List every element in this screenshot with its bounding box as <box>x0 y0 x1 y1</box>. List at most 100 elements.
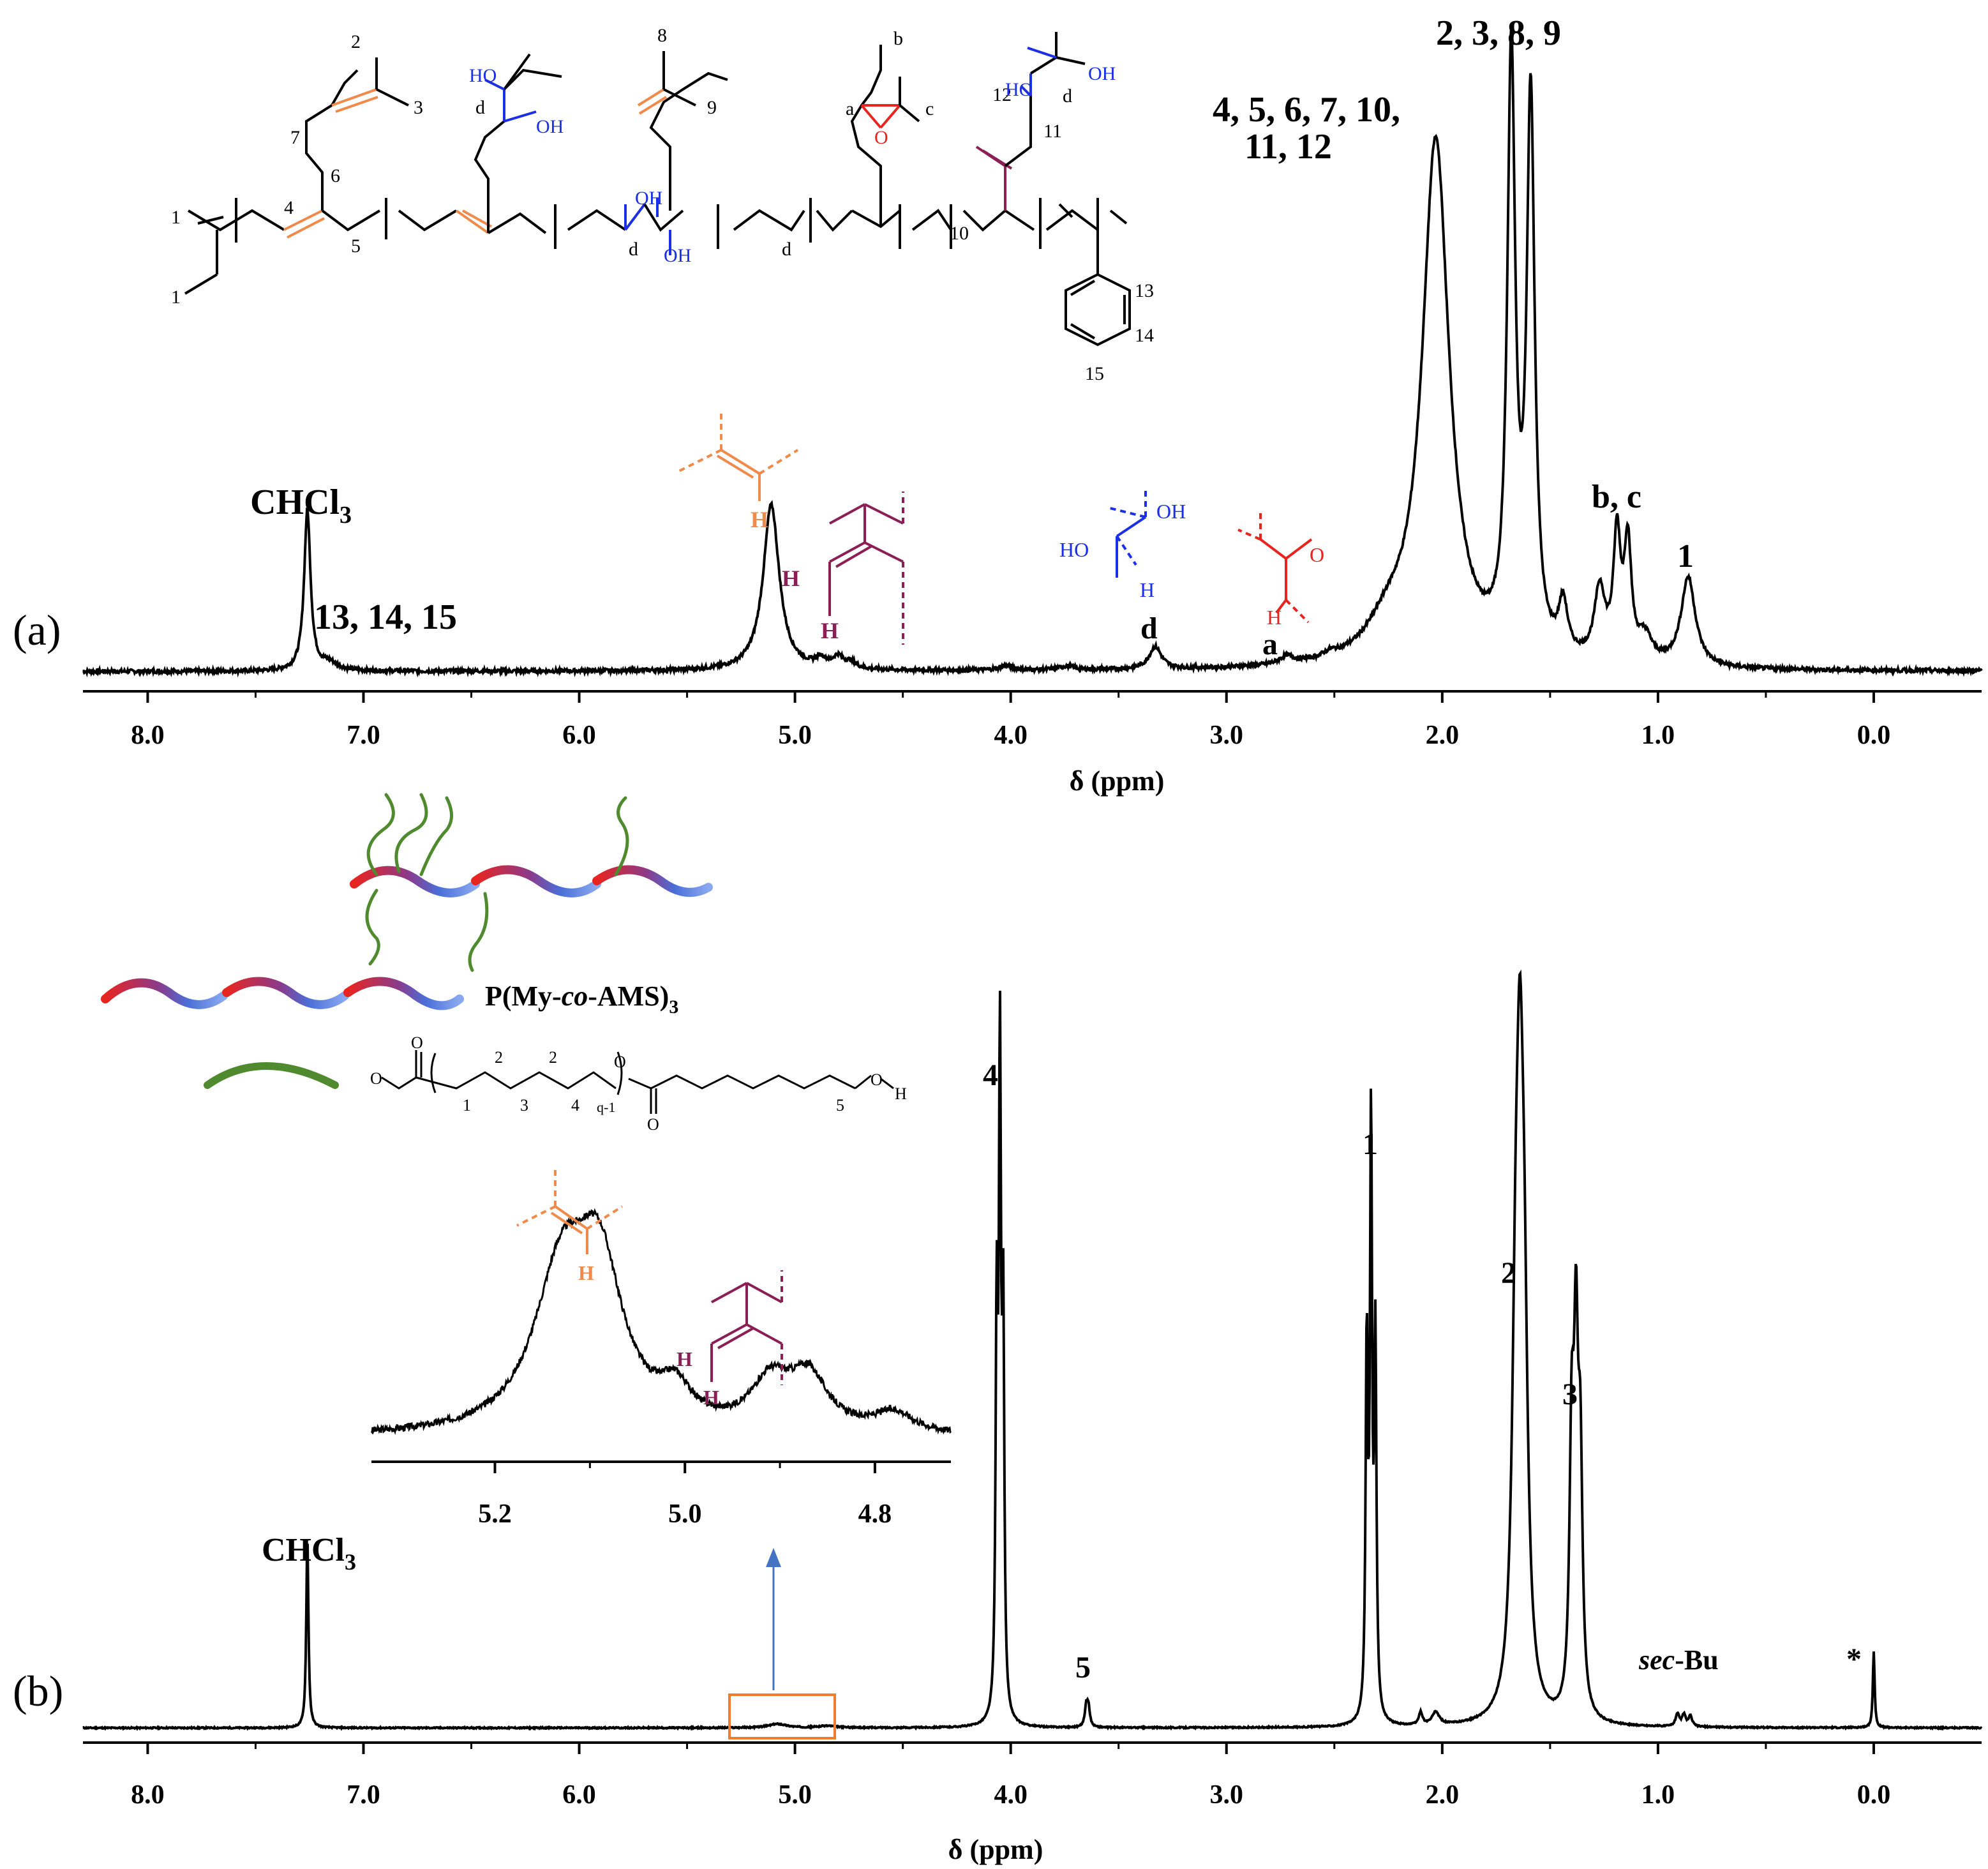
pcl-num-2a: 2 <box>495 1048 503 1067</box>
panel-b-tick-label: 4.0 <box>994 1780 1028 1810</box>
peak-label-star: * <box>1846 1642 1862 1676</box>
atom-label-9: 9 <box>707 97 717 118</box>
star-polymer-cartoon <box>350 793 713 972</box>
peak-label-a: a <box>1262 627 1278 661</box>
panel-a-tick-label: 7.0 <box>347 721 380 750</box>
pcl-o-5: O <box>871 1070 883 1089</box>
pcl-o-3: O <box>614 1053 626 1071</box>
peak-label-4-b: 4 <box>983 1058 998 1092</box>
atom-label-14: 14 <box>1135 325 1154 346</box>
panel-b: (b) 8.0 7.0 6.0 5.0 4.0 3.0 2.0 1.0 0.0 δ (ppm) … <box>13 793 1983 1865</box>
pcl-o-2: O <box>411 1033 423 1052</box>
panel-a-tick-label: 4.0 <box>994 721 1028 750</box>
panel-b-tick-label: 2.0 <box>1426 1780 1460 1810</box>
linear-polymer-seg-3 <box>343 977 464 1010</box>
atom-label-c: c <box>925 98 934 119</box>
panel-a-tick-label: 2.0 <box>1426 721 1460 750</box>
pcl-oh-h: H <box>895 1085 907 1103</box>
fragment-epoxide-o: O <box>1310 543 1324 566</box>
panel-b-x-axis-label: δ (ppm) <box>948 1834 1043 1865</box>
atom-label-6: 6 <box>331 165 340 186</box>
fragment-h-label-1: H <box>782 566 800 591</box>
pcl-graft-2 <box>394 793 428 873</box>
panel-b-x-ticks: 8.0 7.0 6.0 5.0 4.0 3.0 2.0 1.0 0.0 <box>131 1743 1890 1810</box>
epoxide-o-label: O <box>874 127 888 148</box>
zoom-arrow-head <box>766 1548 781 1567</box>
inset-tick-label: 5.0 <box>668 1499 702 1529</box>
atom-label-12: 12 <box>992 84 1012 105</box>
fragment-h-label-b3: H <box>703 1386 719 1409</box>
peak-label-2-b: 2 <box>1501 1256 1516 1290</box>
peak-label-1-b: 1 <box>1363 1127 1378 1161</box>
peak-label-sec-bu: sec-Bu <box>1638 1644 1719 1676</box>
peak-label-chcl3-a: CHCl3 <box>250 483 352 529</box>
linear-polymer-seg-2 <box>222 977 349 1009</box>
atom-label-5: 5 <box>351 236 361 257</box>
atom-label-15: 15 <box>1085 363 1104 384</box>
panel-a-tick-label: 3.0 <box>1210 721 1244 750</box>
fragment-h-label: H <box>751 507 768 532</box>
atom-label-2: 2 <box>351 31 361 52</box>
atom-label-a: a <box>846 98 854 119</box>
atom-label-3: 3 <box>414 97 423 118</box>
panel-a-spectrum-line <box>82 26 1983 678</box>
pcl-labels: O O O O O H 1 2 3 2 4 5 q-1 <box>370 1033 907 1134</box>
pcl-graft-4 <box>365 889 380 966</box>
atom-label-8: 8 <box>657 25 667 46</box>
fragment-trisubstituted-alkene-a <box>676 410 799 501</box>
pcl-num-4: 4 <box>571 1096 579 1115</box>
peak-label-5-b: 5 <box>1075 1651 1091 1685</box>
peak-label-d: d <box>1140 612 1158 645</box>
pcl-num-1: 1 <box>463 1096 471 1115</box>
fragment-diol-a <box>1107 488 1147 578</box>
pcl-graft-6 <box>614 796 629 876</box>
panel-a-x-axis-label: δ (ppm) <box>1070 765 1165 797</box>
atom-label-d2: d <box>629 239 638 260</box>
atom-label-10: 10 <box>950 223 969 244</box>
pcl-graft-1 <box>366 793 395 876</box>
polymer-structure-a <box>184 32 1131 347</box>
star-polymer-arm-2 <box>471 865 601 897</box>
pcl-num-3: 3 <box>520 1096 528 1115</box>
peak-label-ch2-group-line1: 4, 5, 6, 7, 10, <box>1213 90 1400 130</box>
pcl-graft-3 <box>419 796 453 876</box>
fragment-diol-ho: HO <box>1059 538 1089 561</box>
atom-label-d4: d <box>1063 86 1072 107</box>
panel-b-tick-label: 1.0 <box>1641 1780 1675 1810</box>
panel-a-x-ticks: 8.0 7.0 6.0 5.0 4.0 3.0 2.0 1.0 0.0 <box>131 691 1890 750</box>
panel-b-spectrum-line <box>82 969 1983 1731</box>
atom-label-7: 7 <box>290 127 300 148</box>
fragment-h-label-b2: H <box>676 1347 692 1370</box>
oh-label-1: HO <box>469 65 497 86</box>
oh-label-2: OH <box>536 116 564 137</box>
pcl-cartoon <box>204 1062 339 1089</box>
star-polymer-arm-3 <box>592 865 713 897</box>
panel-a: (a) 8.0 7.0 6.0 5.0 4.0 3.0 2.0 1.0 0.0 δ (ppm) … <box>13 13 1983 797</box>
oh-label-5: HO <box>1005 79 1033 100</box>
atom-label-13: 13 <box>1135 280 1154 301</box>
pcl-o-1: O <box>370 1069 382 1088</box>
panel-b-tick-label: 3.0 <box>1210 1780 1244 1810</box>
oh-label-6: OH <box>1088 63 1116 84</box>
polymer-label: P(My-co-AMS)3 <box>485 980 678 1017</box>
peak-label-aromatic: 13, 14, 15 <box>314 597 457 637</box>
linear-polymer-cartoon <box>101 977 464 1010</box>
inset-tick-label: 5.2 <box>478 1499 512 1529</box>
fragment-vinylidene-alkene-b <box>710 1270 783 1385</box>
inset-spectrum-line <box>370 1208 952 1436</box>
fragment-h-label-2: H <box>821 618 839 643</box>
pcl-repeat: q-1 <box>597 1099 615 1115</box>
zoom-region-box <box>728 1693 836 1739</box>
panel-b-label: (b) <box>13 1667 63 1715</box>
panel-b-tick-label: 5.0 <box>778 1780 812 1810</box>
atom-label-d1: d <box>475 97 485 118</box>
panel-a-tick-label: 8.0 <box>131 721 165 750</box>
peak-label-ch2-group-line2: 11, 12 <box>1244 127 1332 167</box>
inset-x-ticks: 5.2 5.0 4.8 <box>478 1462 892 1529</box>
fragment-epoxide-a <box>1237 511 1313 624</box>
atom-label-b: b <box>893 28 903 49</box>
fragment-diol-oh: OH <box>1156 500 1186 523</box>
panel-b-tick-label: 7.0 <box>347 1780 380 1810</box>
panel-a-tick-label: 5.0 <box>778 721 812 750</box>
